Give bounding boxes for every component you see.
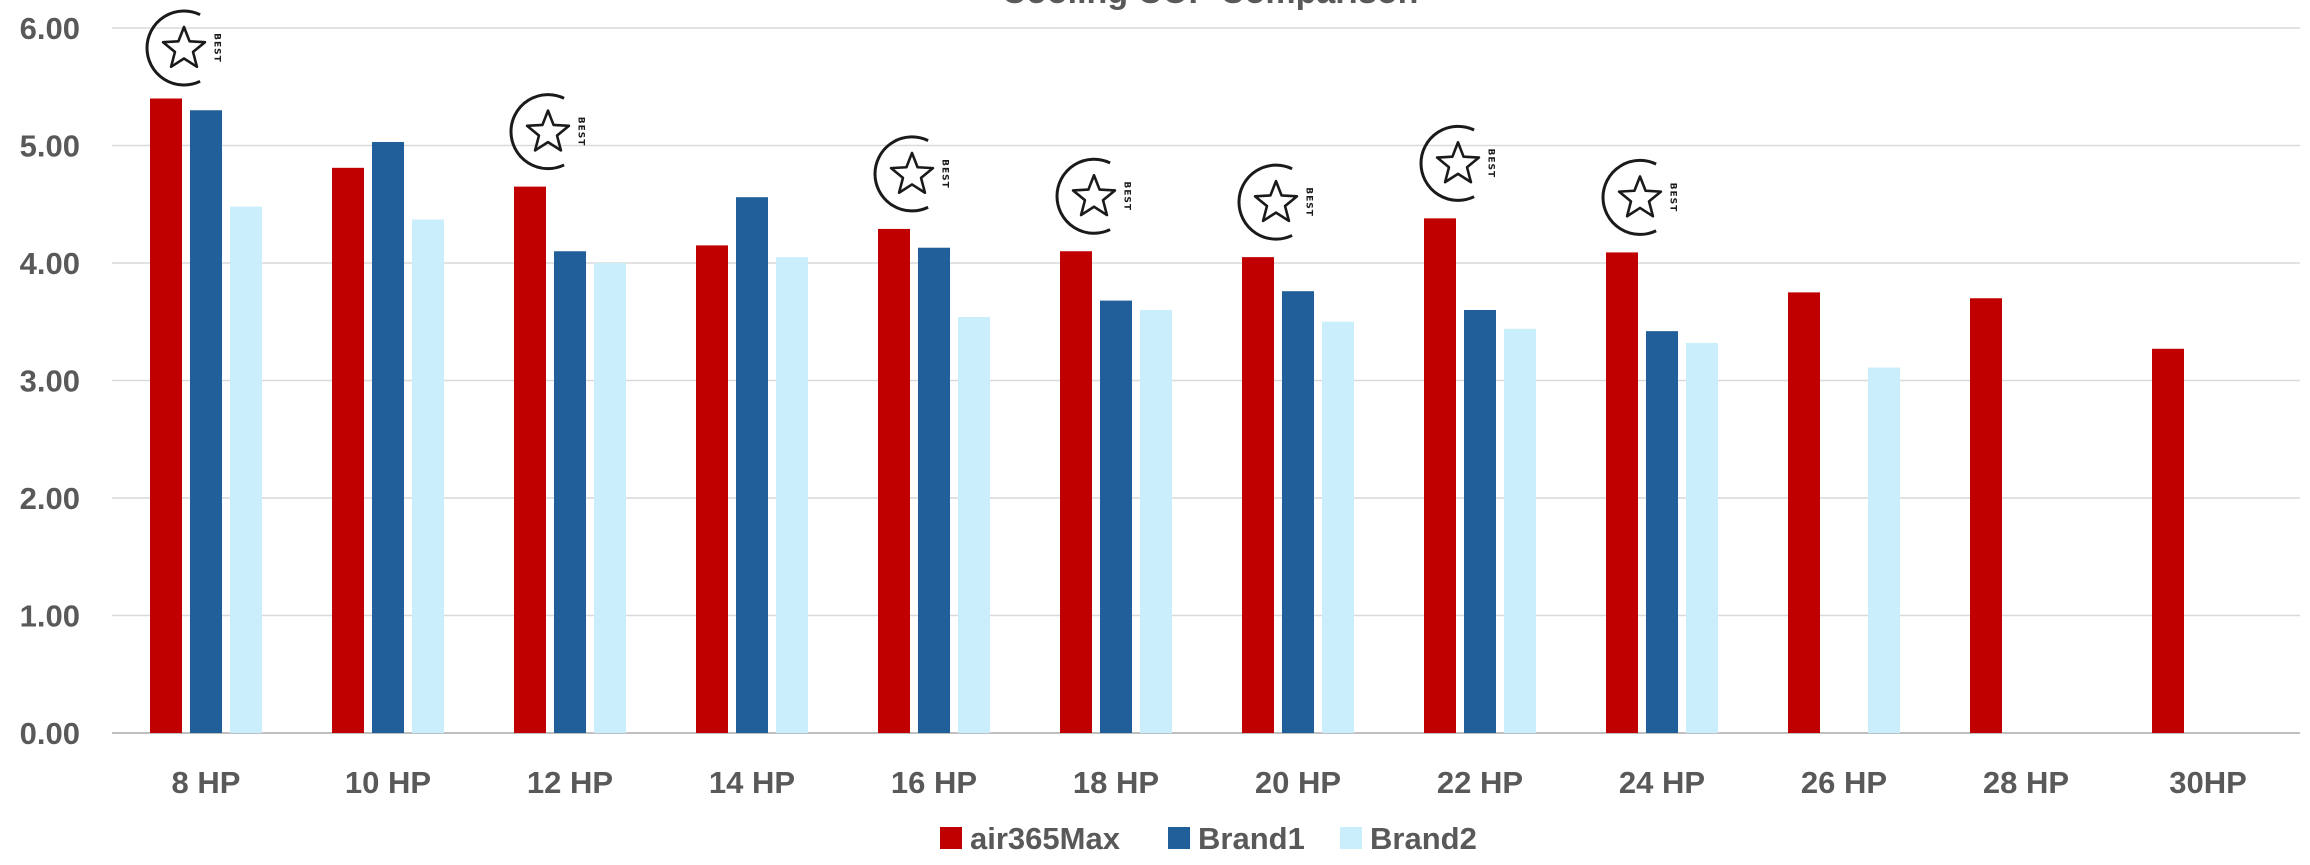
legend-swatch: [940, 827, 962, 849]
best-badge: BEST: [1237, 163, 1314, 241]
best-badge: BEST: [1419, 124, 1496, 202]
grid-layer: [112, 27, 2300, 734]
badge-label: BEST: [576, 117, 586, 147]
legend: air365Max Brand1 Brand2: [940, 821, 1477, 856]
badge-ring: [1419, 124, 1475, 202]
x-tick-label: 22 HP: [1437, 765, 1523, 800]
badge-label: BEST: [1304, 187, 1314, 217]
best-badge: BEST: [1055, 157, 1132, 235]
bar-brand1-22hp: [1464, 310, 1496, 733]
bar-brand2-10hp: [412, 219, 444, 733]
bar-air365max-24hp: [1606, 252, 1638, 734]
badge-label: BEST: [1486, 149, 1496, 179]
x-tick-label: 24 HP: [1619, 765, 1705, 800]
star-icon: [1617, 175, 1663, 218]
y-tick-label: 3.00: [20, 364, 80, 399]
star-icon: [525, 109, 571, 152]
y-tick-label: 2.00: [20, 481, 80, 516]
x-tick-label: 12 HP: [527, 765, 613, 800]
legend-label: Brand1: [1198, 821, 1305, 856]
badge-ring: [1237, 163, 1293, 241]
y-tick-label: 0.00: [20, 716, 80, 751]
bar-air365max-8hp: [150, 98, 182, 733]
badge-ring: [873, 135, 929, 213]
x-tick-label: 20 HP: [1255, 765, 1341, 800]
y-tick-label: 1.00: [20, 599, 80, 634]
x-tick-label: 26 HP: [1801, 765, 1887, 800]
legend-label: Brand2: [1370, 821, 1477, 856]
bar-air365max-28hp: [1970, 298, 2002, 733]
best-badges-layer: BEST BEST BEST BEST BEST BEST BEST: [145, 9, 1678, 241]
x-tick-label: 28 HP: [1983, 765, 2069, 800]
bar-brand2-16hp: [958, 317, 990, 733]
bar-brand1-8hp: [190, 110, 222, 733]
y-tick-label: 5.00: [20, 129, 80, 164]
badge-label: BEST: [212, 33, 222, 63]
star-icon: [1071, 173, 1117, 217]
x-tick-label: 14 HP: [709, 765, 795, 800]
star-icon: [161, 25, 207, 69]
x-tick-label: 16 HP: [891, 765, 977, 800]
bar-air365max-12hp: [514, 186, 546, 733]
bar-brand1-20hp: [1282, 291, 1314, 733]
y-axis-ticks: 0.00 1.00 2.00 3.00 4.00 5.00 6.00: [20, 11, 80, 751]
badge-label: BEST: [1668, 183, 1678, 213]
star-icon: [1253, 179, 1299, 223]
badge-ring: [509, 93, 565, 171]
bar-air365max-26hp: [1788, 292, 1820, 733]
x-tick-label: 8 HP: [172, 765, 241, 800]
bar-brand1-10hp: [372, 141, 404, 734]
bar-brand2-26hp: [1868, 367, 1900, 733]
best-badge: BEST: [873, 135, 950, 213]
best-badge: BEST: [509, 93, 586, 171]
bar-brand1-18hp: [1100, 300, 1132, 733]
star-icon: [1435, 141, 1481, 184]
badge-label: BEST: [1122, 181, 1132, 211]
y-tick-label: 4.00: [20, 246, 80, 281]
x-tick-label: 30HP: [2169, 765, 2247, 800]
y-tick-label: 6.00: [20, 11, 80, 46]
chart-title: Cooling COP Comparison: [1002, 0, 1419, 11]
bars-layer: [150, 98, 2184, 734]
best-badge: BEST: [1601, 158, 1678, 236]
legend-item-air365max: air365Max: [940, 821, 1121, 856]
x-tick-label: 10 HP: [345, 765, 431, 800]
bar-air365max-22hp: [1424, 218, 1456, 734]
bar-brand2-8hp: [230, 206, 262, 734]
bar-brand2-22hp: [1504, 328, 1536, 733]
bar-brand1-12hp: [554, 251, 586, 733]
x-tick-label: 18 HP: [1073, 765, 1159, 800]
badge-ring: [1601, 158, 1657, 236]
bar-air365max-18hp: [1060, 251, 1092, 733]
bar-brand1-16hp: [918, 247, 950, 733]
bar-air365max-20hp: [1242, 257, 1274, 733]
bar-brand2-12hp: [594, 263, 626, 733]
bar-air365max-14hp: [696, 245, 728, 733]
badge-ring: [145, 9, 201, 87]
bar-brand1-14hp: [736, 197, 768, 733]
bar-air365max-16hp: [878, 228, 910, 734]
badge-ring: [1055, 157, 1111, 235]
best-badge: BEST: [145, 9, 222, 87]
x-axis-ticks: 8 HP 10 HP 12 HP 14 HP 16 HP 18 HP 20 HP 22 HP 2…: [172, 765, 2247, 800]
bar-brand2-14hp: [776, 257, 808, 733]
bar-brand2-20hp: [1322, 321, 1354, 733]
legend-item-brand2: Brand2: [1340, 821, 1477, 856]
bar-air365max-30hp: [2152, 348, 2184, 733]
legend-item-brand1: Brand1: [1168, 821, 1305, 856]
legend-swatch: [1340, 827, 1362, 849]
bar-air365max-10hp: [332, 167, 364, 733]
bar-brand1-24hp: [1646, 331, 1678, 733]
legend-swatch: [1168, 827, 1190, 849]
legend-label: air365Max: [970, 821, 1121, 856]
badge-label: BEST: [940, 159, 950, 189]
bar-brand2-18hp: [1140, 310, 1172, 733]
star-icon: [889, 151, 935, 195]
bar-brand2-24hp: [1686, 342, 1718, 733]
